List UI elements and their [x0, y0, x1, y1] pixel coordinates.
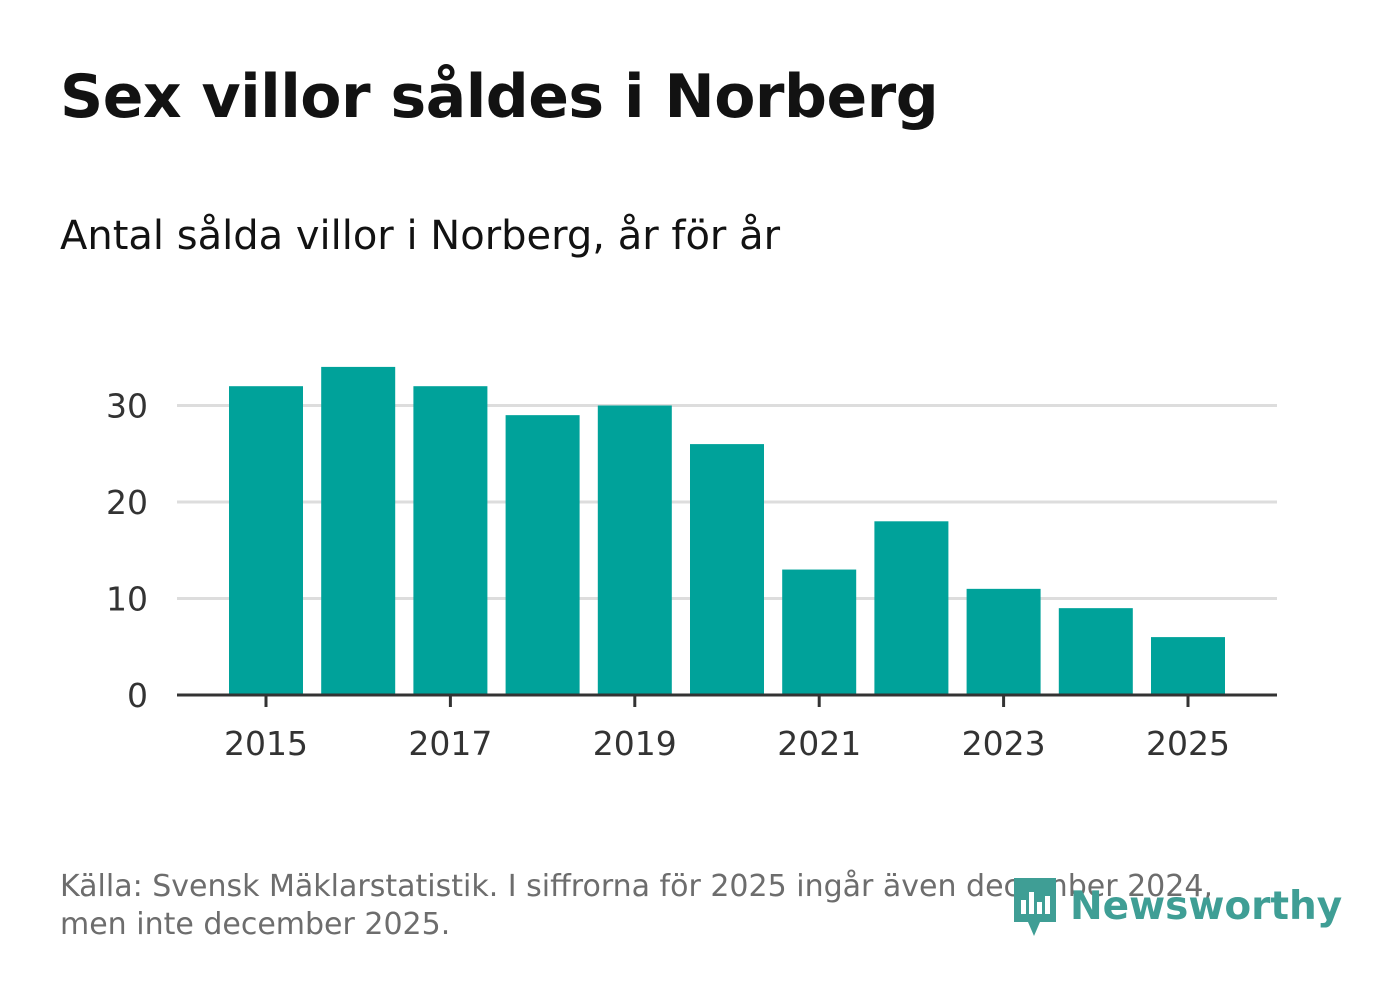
x-tick-label-2023: 2023 [962, 724, 1046, 763]
bar-2019 [597, 405, 672, 695]
y-tick-label-0: 0 [127, 676, 148, 715]
bar-2022 [874, 521, 949, 695]
bar-2020 [690, 444, 764, 695]
bar-2023 [966, 588, 1041, 695]
brand-logo: Newsworthy [1010, 874, 1342, 938]
y-tick-label-10: 10 [106, 580, 148, 619]
y-tick-label-30: 30 [106, 387, 148, 426]
brand-name: Newsworthy [1070, 883, 1343, 929]
bar-2015 [229, 386, 303, 695]
x-tick-label-2017: 2017 [408, 724, 492, 763]
x-tick-label-2021: 2021 [777, 724, 861, 763]
bar-2024 [1058, 608, 1133, 695]
x-tick-label-2025: 2025 [1146, 724, 1230, 763]
bar-2025 [1151, 637, 1225, 695]
bar-2021 [782, 569, 857, 695]
chart-title: Sex villor såldes i Norberg [60, 62, 939, 132]
x-tick-label-2015: 2015 [224, 724, 308, 763]
newsworthy-logo-icon [1014, 878, 1056, 936]
chart-subtitle: Antal sålda villor i Norberg, år för år [60, 213, 781, 259]
bar-2017 [413, 386, 488, 695]
x-tick-label-2019: 2019 [593, 724, 677, 763]
bar-2018 [505, 415, 580, 695]
source-line-2: men inte december 2025. [60, 907, 451, 942]
y-tick-label-20: 20 [106, 483, 148, 522]
bar-2016 [321, 366, 396, 695]
